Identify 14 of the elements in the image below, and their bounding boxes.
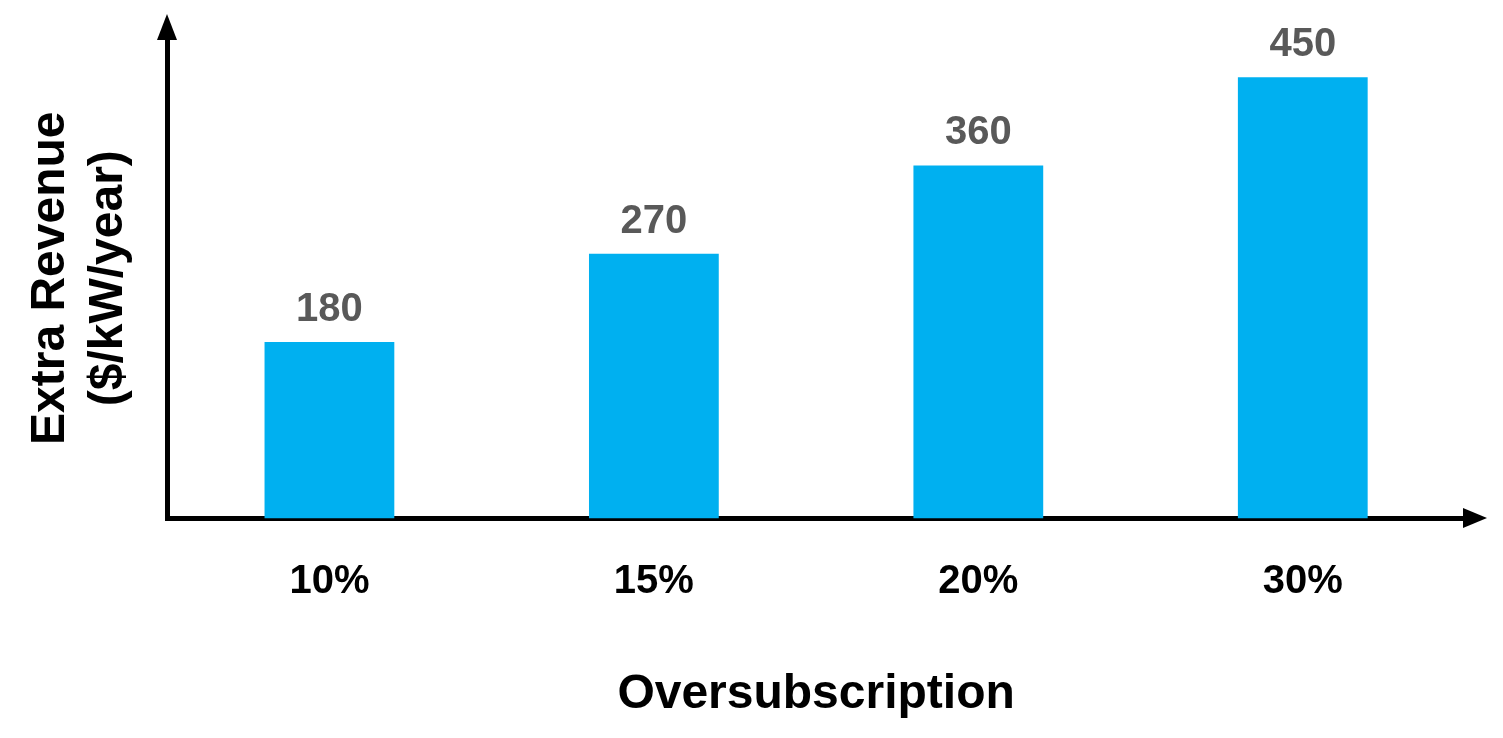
data-label: 180 [296,284,363,329]
data-label: 270 [620,196,688,241]
x-tick-label: 20% [938,557,1019,602]
bar [588,253,719,519]
x-tick-label: 30% [1262,557,1343,602]
x-axis-title: Oversubscription [617,665,1015,719]
data-label: 360 [944,108,1012,153]
data-label: 450 [1269,20,1337,65]
y-axis-title: Extra Revenue ($/kW/year) [21,111,132,445]
x-tick-label: 10% [289,557,370,602]
bar [913,165,1044,519]
bar [264,341,395,519]
x-tick-label: 15% [613,557,694,602]
bar [1237,77,1368,519]
